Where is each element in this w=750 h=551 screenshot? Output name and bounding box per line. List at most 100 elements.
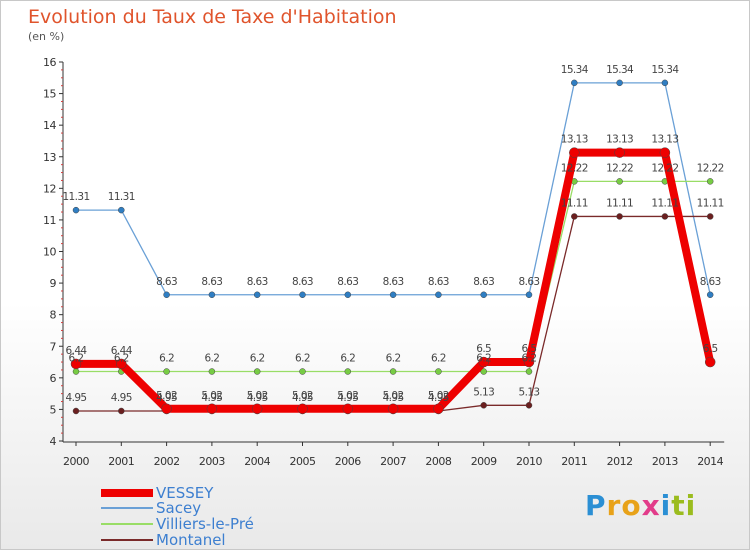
data-label: 8.63 [201, 276, 222, 288]
data-label: 4.95 [428, 392, 449, 404]
logo-letter: o [621, 489, 642, 522]
data-label: 4.95 [337, 392, 358, 404]
data-label: 12.22 [606, 162, 633, 174]
data-label: 8.63 [292, 276, 313, 288]
data-point [480, 291, 487, 299]
data-label: 6.2 [295, 353, 310, 365]
data-label: 11.11 [606, 197, 633, 209]
data-point [389, 368, 397, 375]
x-tick-label: 2002 [154, 455, 180, 468]
data-label: 15.34 [561, 64, 589, 76]
data-point [299, 368, 306, 375]
data-label: 5.02 [428, 390, 449, 402]
data-point [208, 291, 216, 299]
data-label: 8.63 [428, 276, 449, 288]
legend-label: Montanel [156, 531, 226, 549]
data-point [525, 291, 533, 299]
data-point [342, 403, 354, 415]
data-point [206, 403, 218, 415]
legend-item: VESSEY [101, 484, 214, 502]
data-label: 8.63 [519, 276, 540, 288]
data-label: 6.5 [476, 343, 491, 355]
data-label: 11.11 [697, 197, 724, 209]
proxiti-logo: Proxiti [585, 489, 696, 522]
data-label: 11.31 [62, 191, 89, 203]
logo-letter: r [606, 489, 622, 522]
data-point [706, 178, 714, 185]
y-tick-label: 12 [43, 182, 56, 195]
legend-item: Sacey [101, 499, 201, 517]
x-tick-label: 2012 [607, 455, 633, 468]
legend-swatch [101, 489, 153, 497]
data-label: 8.63 [247, 276, 268, 288]
data-point [344, 368, 352, 375]
data-label: 4.95 [66, 392, 87, 404]
legend-item: Montanel [101, 531, 226, 549]
data-point [433, 403, 444, 415]
data-point [118, 407, 125, 415]
data-label: 6.5 [522, 343, 537, 355]
data-point [478, 356, 489, 368]
chart-title: Evolution du Taux de Taxe d'Habitation [28, 6, 397, 28]
x-tick-label: 2009 [471, 455, 497, 468]
data-label: 4.95 [247, 392, 268, 404]
series-line-montanel [75, 215, 711, 412]
y-unit-label: (en %) [28, 30, 65, 43]
legend-swatch [101, 539, 153, 541]
data-label: 6.2 [69, 353, 84, 365]
x-tick-label: 2010 [516, 455, 542, 468]
data-point [208, 368, 216, 375]
y-tick-label: 4 [50, 435, 57, 448]
data-point [72, 206, 80, 214]
data-label: 6.2 [114, 353, 129, 365]
data-label: 4.95 [111, 392, 132, 404]
data-label: 4.95 [156, 392, 177, 404]
x-tick-label: 2000 [63, 455, 89, 468]
x-tick-label: 2006 [335, 455, 361, 468]
data-point [523, 356, 535, 368]
legend-swatch [101, 507, 153, 509]
y-tick-label: 8 [50, 309, 57, 322]
data-label: 8.63 [700, 276, 721, 288]
y-tick-label: 14 [43, 119, 56, 132]
data-label: 8.63 [156, 276, 177, 288]
y-tick-label: 9 [50, 277, 57, 290]
data-label: 11.11 [651, 197, 678, 209]
data-point [706, 213, 714, 220]
x-tick-label: 2011 [561, 455, 587, 468]
data-point [253, 291, 261, 299]
data-label: 15.34 [651, 64, 679, 76]
data-label: 11.11 [561, 197, 588, 209]
y-tick-label: 5 [50, 403, 57, 416]
data-point [525, 368, 533, 375]
x-tick-label: 2005 [290, 455, 316, 468]
data-label: 6.2 [522, 353, 537, 365]
data-point [389, 291, 397, 299]
x-tick-label: 2003 [199, 455, 225, 468]
data-label: 4.95 [292, 392, 313, 404]
data-point [525, 402, 533, 409]
data-point [251, 403, 263, 415]
legend-swatch [101, 523, 153, 525]
y-tick-label: 15 [43, 88, 56, 101]
data-label: 4.95 [201, 392, 222, 404]
y-tick-label: 6 [50, 372, 57, 385]
data-label: 6.2 [250, 353, 265, 365]
data-point [72, 368, 80, 375]
data-point [387, 403, 399, 415]
data-label: 13.13 [651, 134, 678, 146]
x-tick-label: 2014 [697, 455, 723, 468]
data-label: 5.02 [292, 390, 313, 402]
data-label: 6.2 [476, 353, 491, 365]
data-label: 12.22 [651, 162, 678, 174]
legend-label: VESSEY [156, 484, 214, 502]
data-point [161, 403, 172, 415]
y-tick-label: 16 [43, 56, 56, 69]
data-point [616, 178, 623, 185]
data-point [569, 147, 580, 158]
x-tick-label: 2004 [244, 455, 270, 468]
data-label: 12.22 [561, 162, 588, 174]
data-label: 8.63 [337, 276, 358, 288]
series-line-sacey [75, 82, 711, 296]
